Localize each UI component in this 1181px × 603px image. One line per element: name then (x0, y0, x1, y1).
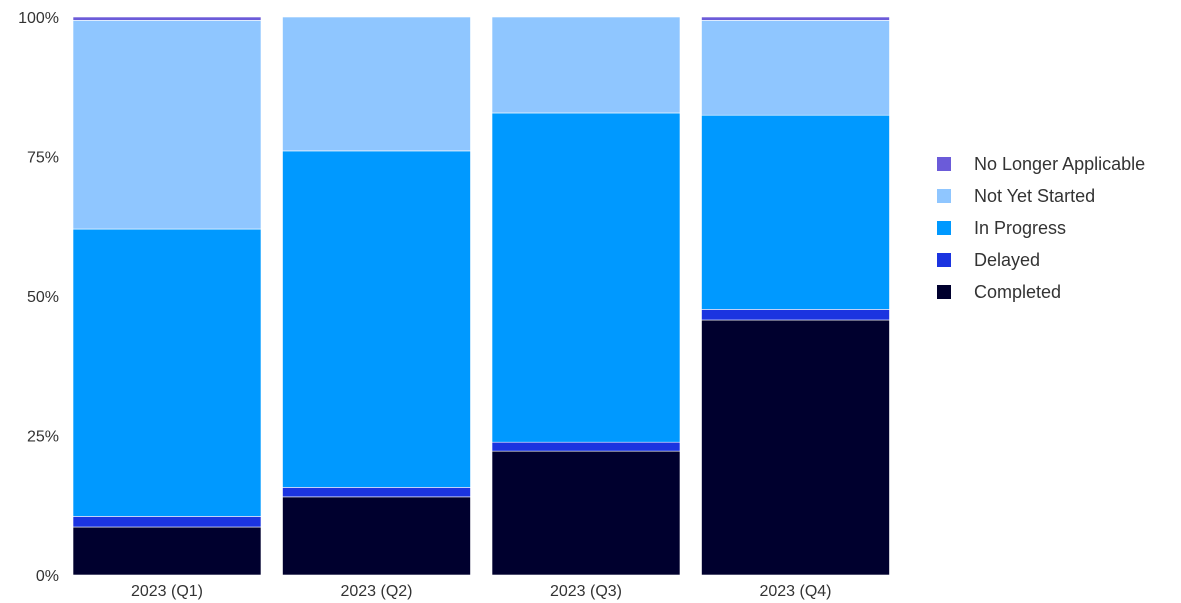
bar-segment-completed-4 (701, 319, 890, 576)
bar-segment-not-yet-started-4 (701, 20, 890, 116)
y-tick-label: 100% (18, 10, 59, 27)
bar-segment-delayed-3 (491, 441, 681, 452)
legend: No Longer Applicable Not Yet Started In Pr… (937, 148, 1145, 308)
bar-segment-completed-2 (282, 496, 471, 576)
legend-swatch (937, 253, 951, 267)
bar-segment-no-longer-applicable-1 (72, 16, 262, 21)
bar-segment-not-yet-started-2 (282, 16, 471, 152)
bar-segment-delayed-4 (701, 309, 890, 321)
bar-segment-delayed-1 (72, 516, 262, 528)
legend-label: No Longer Applicable (974, 153, 1146, 174)
bar-segment-in-progress-3 (491, 112, 681, 443)
legend-swatch (937, 221, 951, 235)
legend-item: Completed (937, 276, 1145, 308)
x-tick-label: 2023 (Q3) (550, 583, 622, 600)
legend-swatch (937, 157, 951, 171)
bar-segment-completed-3 (491, 450, 681, 576)
legend-item: In Progress (937, 212, 1145, 244)
y-tick-label: 75% (27, 150, 59, 167)
y-tick-label: 0% (36, 568, 59, 585)
legend-label: Completed (974, 281, 1062, 302)
legend-label: Not Yet Started (974, 185, 1096, 206)
legend-swatch (937, 285, 951, 299)
x-axis: 2023 (Q1) 2023 (Q2) 2023 (Q3) 2023 (Q4) (131, 583, 832, 600)
bar-segment-completed-1 (72, 526, 262, 576)
bar-segment-delayed-2 (282, 487, 471, 498)
legend-item: Not Yet Started (937, 180, 1145, 212)
y-tick-label: 25% (27, 429, 59, 446)
legend-label: Delayed (974, 249, 1041, 270)
legend-item: No Longer Applicable (937, 148, 1145, 180)
y-axis: 0% 25% 50% 75% 100% (18, 10, 59, 585)
bar-segment-in-progress-1 (72, 228, 262, 517)
bar-segment-in-progress-4 (701, 114, 890, 310)
legend-item: Delayed (937, 244, 1145, 276)
x-tick-label: 2023 (Q2) (340, 583, 412, 600)
bar-segment-not-yet-started-3 (491, 16, 681, 114)
x-tick-label: 2023 (Q4) (759, 583, 831, 600)
legend-label: In Progress (974, 217, 1067, 238)
bar-segment-not-yet-started-1 (72, 20, 262, 230)
bars-layer (72, 16, 890, 576)
bar-segment-no-longer-applicable-4 (701, 16, 890, 21)
bar-segment-in-progress-2 (282, 150, 471, 488)
legend-swatch (937, 189, 951, 203)
x-tick-label: 2023 (Q1) (131, 583, 203, 600)
y-tick-label: 50% (27, 289, 59, 306)
